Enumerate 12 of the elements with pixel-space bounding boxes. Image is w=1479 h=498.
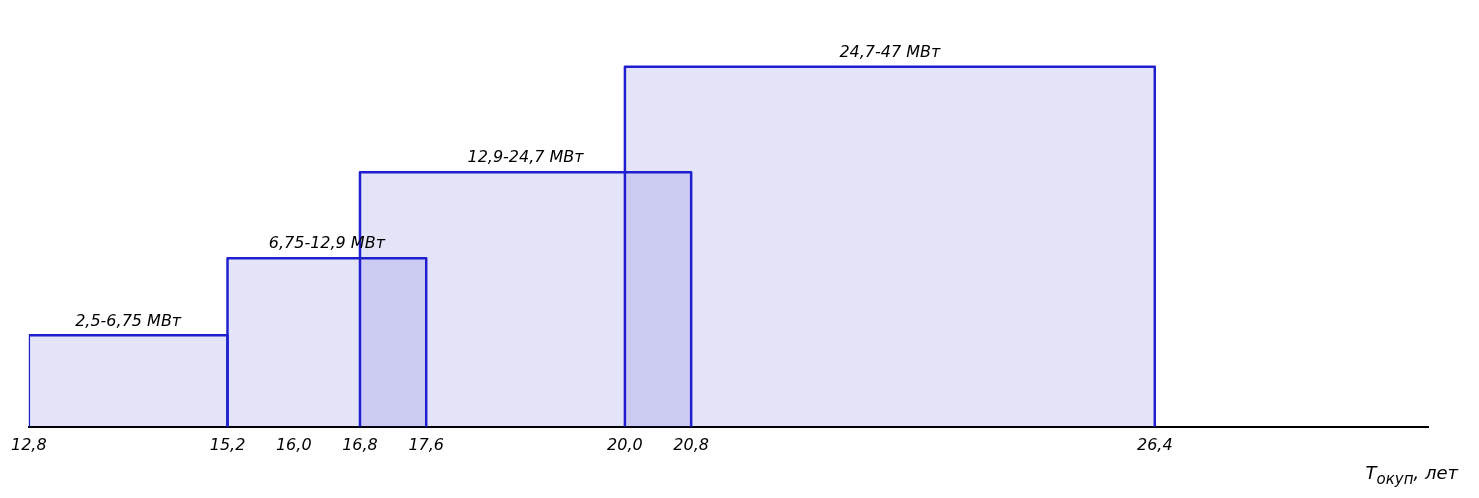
series-label: 24,7-47 МВт [839,41,941,61]
x-tick-label: 16,8 [342,434,378,454]
x-tick-label: 12,8 [11,434,47,454]
x-tick-label: 26,4 [1136,434,1173,454]
x-tick-label: 17,6 [408,434,445,454]
x-axis-title: T$_{окуп}$, лет [1365,462,1458,488]
x-tick-label: 15,2 [209,434,246,454]
x-tick-label: 16,0 [275,434,312,454]
x-tick-label: 20,0 [607,434,643,454]
series-label: 2,5-6,75 МВт [75,310,182,330]
series-label: 12,9-24,7 МВт [467,147,585,167]
x-tick-label: 20,8 [673,434,709,454]
